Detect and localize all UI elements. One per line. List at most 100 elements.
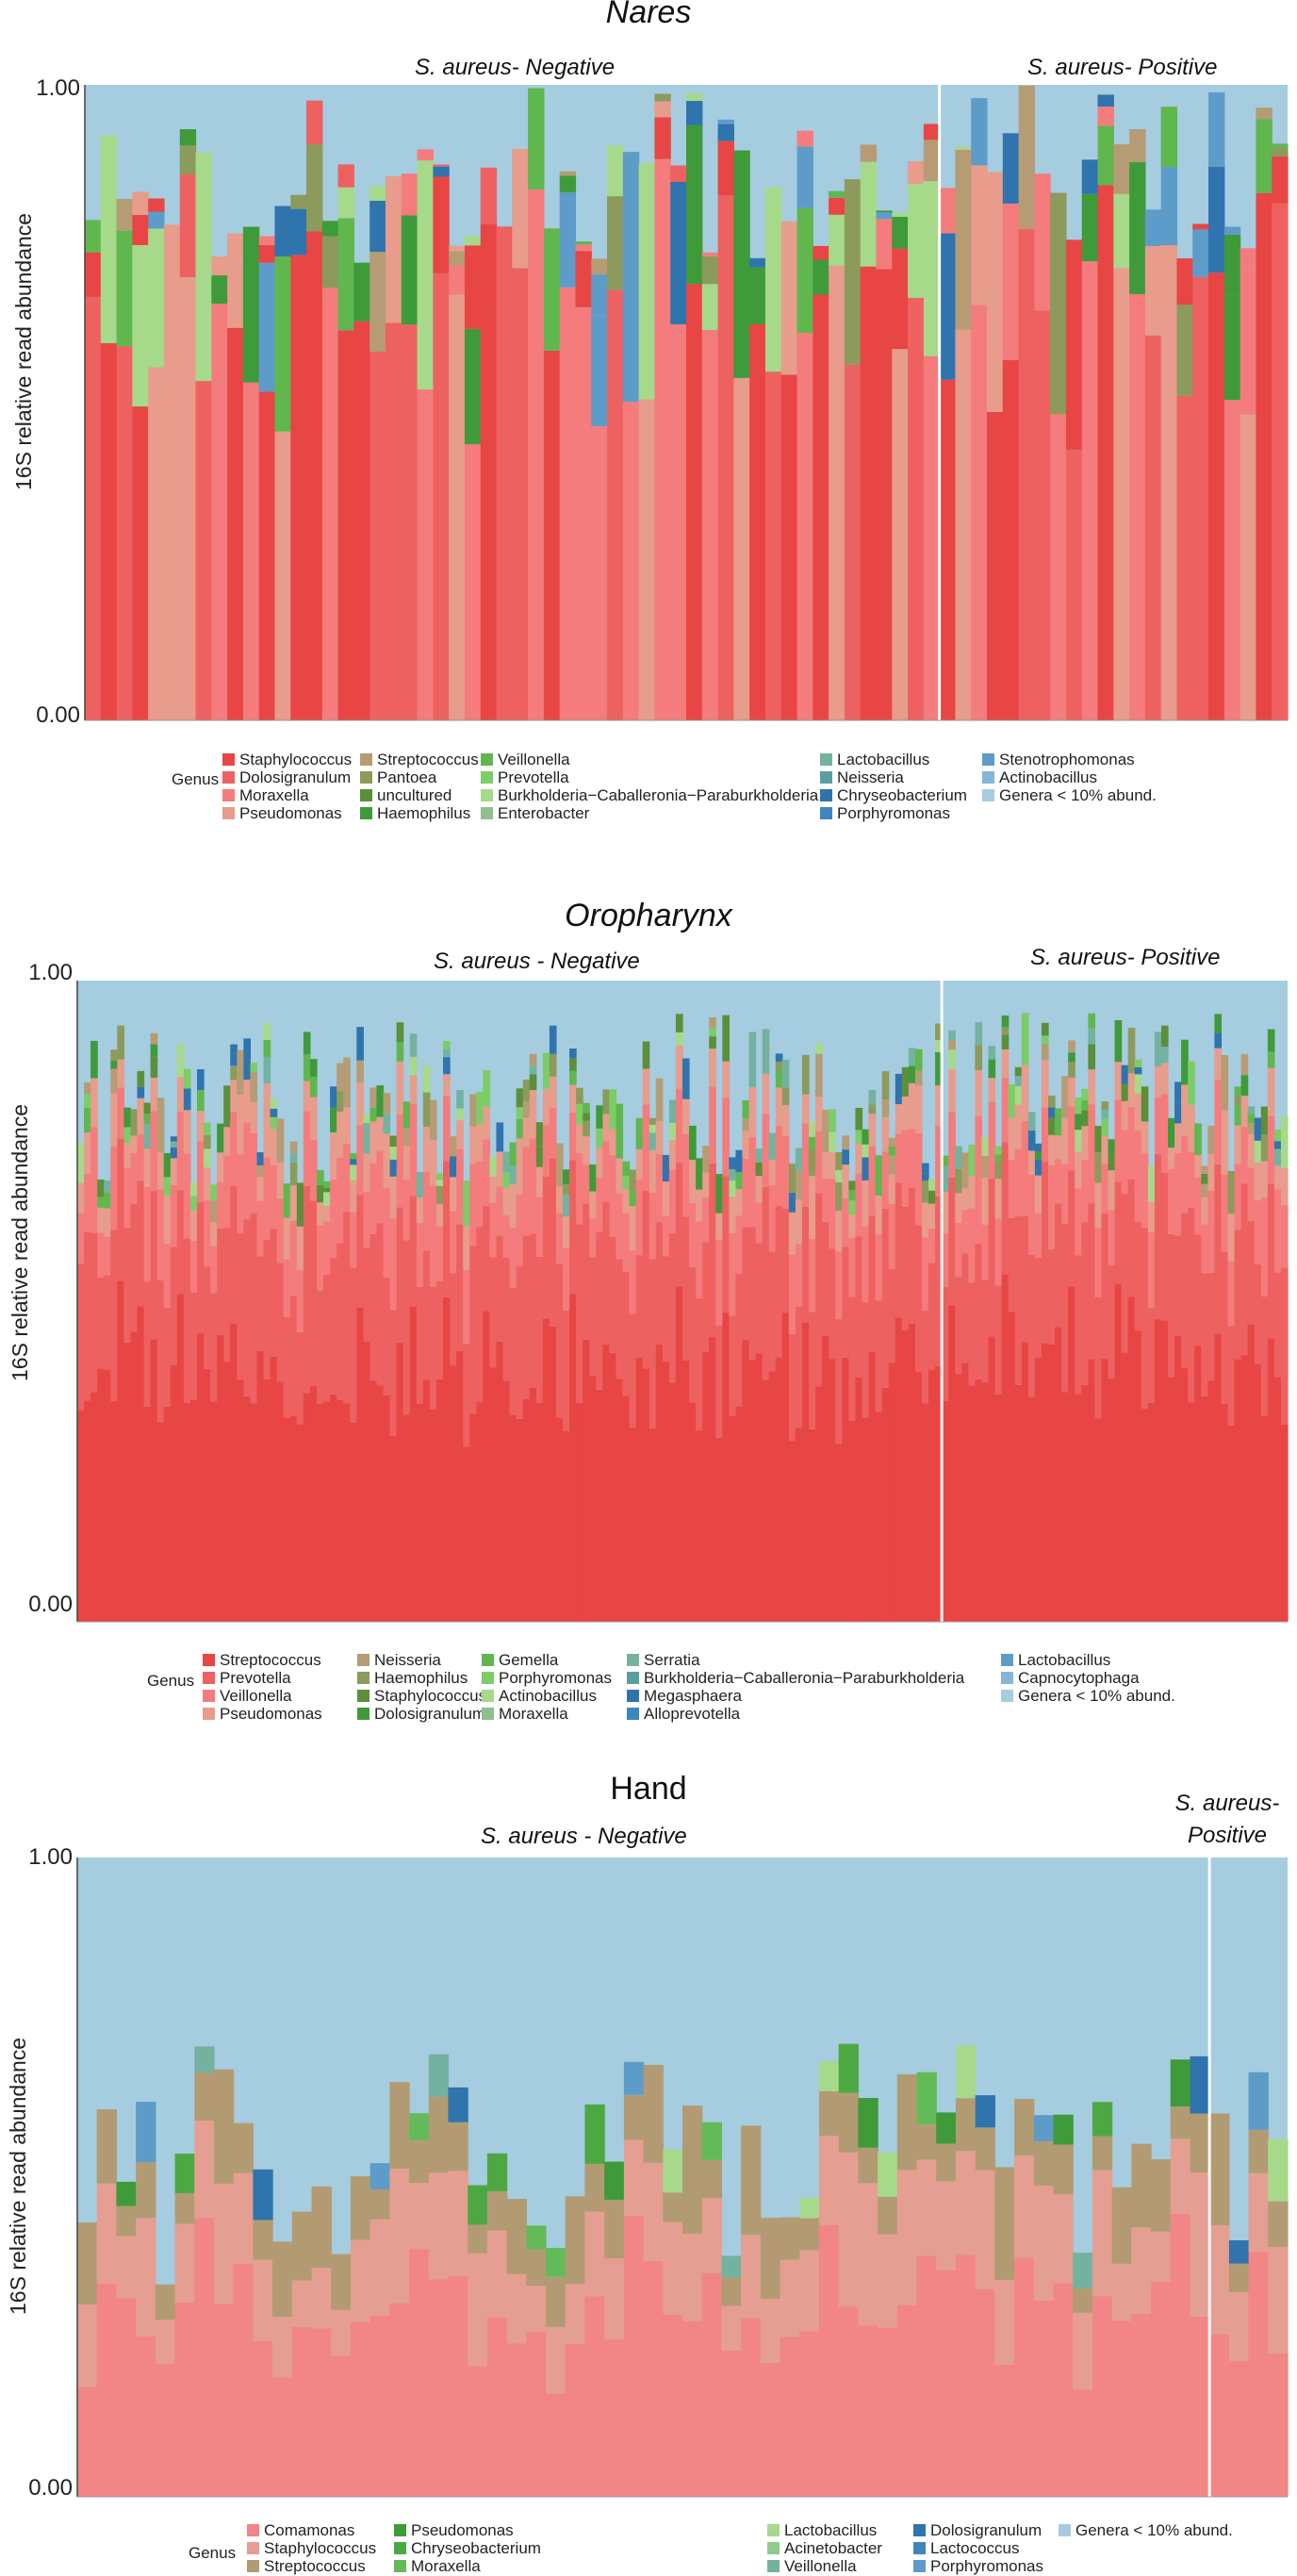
bar-segment-veillonella [602, 1141, 610, 1202]
legend-label: Chryseobacterium [411, 2539, 541, 2557]
bar-segment-haemophilus [801, 1054, 810, 1095]
bar-segment-haemophilus [1081, 193, 1099, 262]
bar-segment-pseudomonas [602, 1114, 610, 1142]
bar-segment-veillonella [742, 1158, 750, 1228]
bar-segment-streptococcus [584, 2163, 605, 2212]
bar-segment-veillonella [1081, 1160, 1089, 1223]
bar-segment-megasphaera [1048, 1107, 1056, 1118]
bar-segment-streptococcus [1008, 1312, 1016, 1622]
bar-segment-streptococcus [263, 1379, 271, 1622]
bar-segment-porphyromonas [516, 1107, 524, 1119]
bar-segment-veillonella [496, 1186, 504, 1236]
bar-segment-streptococcus [77, 2222, 98, 2304]
bar-segment-porphyromonas [1033, 2115, 1055, 2142]
bar-segment-veillonella [981, 1224, 990, 1280]
bar-segment-staphylococcus [543, 350, 561, 720]
bar-segment-gemella [583, 1102, 590, 1114]
bar-segment-staphylococcus [290, 255, 307, 720]
nares-legend-item: Chryseobacterium [820, 786, 967, 805]
bar-segment-pseudomonas [596, 1147, 603, 1179]
bar-segment-streptococcus [176, 1294, 185, 1622]
bar-segment-pseudomonas [350, 1180, 357, 1213]
legend-label: Moraxella [239, 786, 309, 804]
bar-segment-neisseria [1247, 1122, 1256, 1134]
bar-segment-veillonella [722, 1097, 730, 1177]
bar-segment-moraxella [242, 382, 260, 720]
bar-segment-moraxella [591, 426, 608, 720]
bar-segment-pseudomonas [862, 1180, 870, 1227]
bar-segment-stenotrophomonas [591, 315, 608, 427]
legend-label: Neisseria [374, 1651, 441, 1669]
bar-segment-megasphaera [243, 1059, 252, 1081]
bar-segment-prevotella [1001, 1142, 1010, 1275]
bar-segment-prevotella [988, 1178, 996, 1337]
bar-segment-staphylococcus [829, 197, 846, 215]
bar-segment-streptococcus [450, 1365, 457, 1622]
bar-segment-prevotella [422, 1250, 431, 1380]
bar-segment-pseudomonas [1194, 1154, 1202, 1179]
bar-segment-staphylococcus [331, 2309, 352, 2356]
oropharynx-legend-item: Megasphaera [627, 1687, 742, 1706]
bar-segment-staphylococcus [1094, 1126, 1103, 1153]
bar-segment-prevotella [1094, 1297, 1103, 1419]
bar-segment-neisseria [356, 1060, 364, 1082]
bar-segment-gemella [635, 1131, 644, 1149]
bar-segment-veillonella [1101, 1164, 1109, 1214]
bar-segment-gemella [569, 1070, 577, 1085]
bar-segment-serratia [1101, 1110, 1109, 1119]
legend-label: Megasphaera [644, 1687, 742, 1705]
bar-segment-prevotella [1121, 1193, 1129, 1353]
legend-swatch [767, 2560, 780, 2572]
bar-segment-pseudomonas [343, 1107, 351, 1145]
bar-segment-pseudomonas [483, 1106, 490, 1140]
bar-segment-prevotella [994, 1285, 1003, 1395]
bar-segment-dolosigranulum [1034, 310, 1051, 720]
bar-segment-dolosigranulum [1168, 1117, 1175, 1148]
bar-segment-moraxella [971, 305, 988, 720]
bar-segment-serratia [409, 1046, 418, 1057]
bar-segment-streptococcus [183, 1402, 191, 1622]
bar-segment-veillonella [1008, 1160, 1016, 1218]
bar-segment-gemella [1194, 1123, 1202, 1155]
bar-segment-comamonas [350, 2321, 371, 2497]
legend-label: Lactobacillus [784, 2521, 878, 2539]
bar-segment-dolosigranulum [1108, 1139, 1116, 1156]
bar-segment-comamonas [878, 2327, 898, 2497]
bar-segment-streptococcus [189, 1399, 198, 1622]
legend-swatch [982, 753, 994, 766]
bar-segment-serratia [104, 1180, 111, 1186]
bar-segment-serratia [668, 1113, 677, 1123]
bar-segment-dolosigranulum [337, 164, 355, 188]
bar-segment-megasphaera [170, 1147, 178, 1159]
bar-segment-pseudomonas [892, 349, 909, 720]
legend-swatch [360, 789, 372, 801]
bar-segment-streptococcus [150, 1339, 158, 1622]
bar-segment-pseudomonas [722, 1061, 730, 1098]
bar-segment-actinobacillus [862, 1144, 870, 1158]
bar-segment-pseudomonas [994, 1179, 1003, 1219]
bar-segment-moraxella [258, 236, 276, 245]
bar-segment-chryseobacterium [1208, 166, 1225, 273]
bar-segment-veillonella [795, 1244, 803, 1307]
bar-segment-megasphaera [389, 1159, 398, 1177]
bar-segment-streptococcus [1280, 1424, 1289, 1622]
bar-segment-comamonas [96, 2283, 118, 2497]
bar-segment-gemella [809, 1136, 816, 1149]
bar-segment-neisseria [1068, 1040, 1075, 1053]
bar-segment-streptococcus [781, 1313, 790, 1622]
bar-segment-pseudomonas [1188, 1104, 1195, 1152]
bar-segment-staphylococcus [535, 1122, 544, 1147]
bar-segment-veillonella [796, 207, 813, 333]
bar-segment-staphylococcus [389, 2169, 410, 2304]
bar-segment-actinobacillus [176, 1043, 185, 1078]
nares-legend-item: Pantoea [360, 768, 436, 787]
legend-swatch [982, 771, 994, 784]
bar-segment-streptococcus [204, 1368, 211, 1622]
bar-segment-actinobacillus [422, 1065, 431, 1093]
bar-segment-serratia [908, 1058, 916, 1066]
bar-segment-prevotella [276, 1263, 285, 1382]
bar-segment-veillonella [968, 1208, 977, 1283]
bar-segment-burkholderia-caballeronia-paraburkholderia [923, 181, 941, 356]
bar-segment-pseudomonas [895, 1104, 903, 1134]
bar-segment-prevotella [735, 1273, 744, 1407]
